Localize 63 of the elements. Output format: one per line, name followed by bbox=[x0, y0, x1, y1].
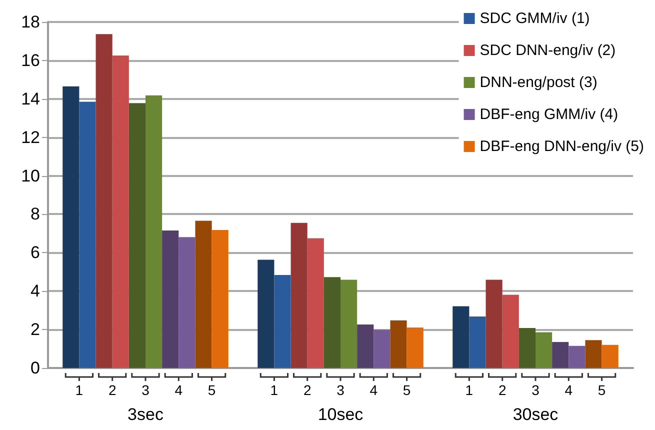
text: 1 bbox=[75, 382, 84, 398]
bar bbox=[96, 34, 112, 368]
bar bbox=[390, 320, 407, 368]
bar bbox=[112, 55, 129, 368]
bar bbox=[469, 316, 486, 368]
bar bbox=[258, 260, 274, 368]
bar bbox=[290, 222, 308, 368]
y-tick-label: 10 bbox=[21, 166, 40, 186]
bar bbox=[212, 230, 228, 368]
y-tick-label: 4 bbox=[30, 282, 40, 301]
bar bbox=[146, 95, 162, 368]
y-tick-label: 18 bbox=[21, 12, 40, 32]
text: 5 bbox=[402, 382, 411, 398]
text: 2 bbox=[498, 382, 506, 398]
text: 2 bbox=[108, 382, 116, 398]
bar bbox=[486, 280, 502, 368]
bar bbox=[374, 330, 390, 368]
y-tick-label: 6 bbox=[30, 243, 40, 262]
bar bbox=[274, 274, 291, 368]
y-tick-label: 14 bbox=[21, 89, 40, 108]
bar bbox=[195, 220, 212, 368]
text: 3 bbox=[336, 382, 345, 398]
text: 4 bbox=[174, 382, 183, 398]
text: 1 bbox=[465, 382, 474, 398]
bar bbox=[340, 280, 358, 368]
x-tick-label: 3sec bbox=[128, 405, 164, 424]
legend-label: SDC GMM/iv (1) bbox=[480, 10, 590, 27]
x-tick-label: 10sec bbox=[318, 405, 364, 424]
bar bbox=[178, 237, 196, 368]
text: 2 bbox=[303, 382, 312, 398]
bar bbox=[452, 306, 470, 368]
bar bbox=[602, 344, 618, 368]
y-tick-label: 8 bbox=[30, 204, 40, 224]
legend-label: SDC DNN-eng/iv (2) bbox=[480, 42, 616, 59]
bar bbox=[502, 294, 519, 368]
bar bbox=[162, 230, 179, 368]
bar bbox=[307, 238, 324, 368]
text: 3 bbox=[142, 382, 150, 398]
bar bbox=[552, 342, 569, 368]
bar bbox=[128, 103, 146, 368]
bar bbox=[62, 86, 80, 368]
legend-label: DBF-eng DNN-eng/iv (5) bbox=[480, 138, 644, 155]
y-tick-label: 16 bbox=[21, 50, 40, 70]
bar bbox=[585, 340, 602, 368]
text: 5 bbox=[598, 382, 606, 398]
y-tick-label: 0 bbox=[30, 358, 40, 378]
text: 4 bbox=[564, 382, 573, 398]
x-tick-label: 30sec bbox=[512, 405, 559, 424]
bar bbox=[536, 332, 552, 368]
legend-label: DBF-eng GMM/iv (4) bbox=[480, 106, 618, 123]
text: 4 bbox=[370, 382, 378, 398]
bar bbox=[324, 277, 340, 368]
bar bbox=[518, 328, 536, 368]
bar bbox=[568, 346, 586, 368]
text: 5 bbox=[208, 382, 216, 398]
bar bbox=[79, 102, 96, 368]
y-tick-label: 12 bbox=[21, 128, 40, 147]
text: 3 bbox=[532, 382, 540, 398]
text: 1 bbox=[270, 382, 278, 398]
legend-label: DNN-eng/post (3) bbox=[480, 74, 598, 91]
y-tick-label: 2 bbox=[30, 320, 40, 340]
bar bbox=[406, 327, 424, 368]
bar bbox=[357, 324, 374, 368]
